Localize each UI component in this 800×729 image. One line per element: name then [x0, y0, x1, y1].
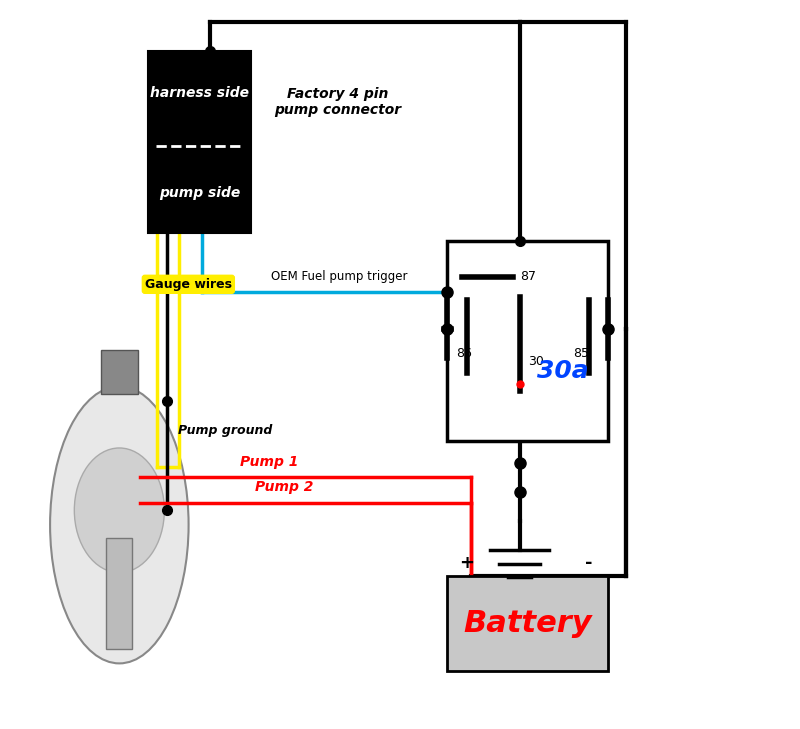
Bar	[106, 538, 133, 649]
Text: Pump 2: Pump 2	[254, 480, 313, 494]
Text: Pump 1: Pump 1	[240, 455, 298, 469]
Text: harness side: harness side	[150, 86, 249, 100]
Text: -: -	[585, 554, 592, 572]
Bar	[101, 350, 138, 394]
Ellipse shape	[74, 448, 164, 573]
Text: pump side: pump side	[159, 186, 240, 200]
Text: 30a: 30a	[537, 359, 589, 383]
Ellipse shape	[50, 386, 189, 663]
Text: 87: 87	[520, 270, 536, 283]
Text: OEM Fuel pump trigger: OEM Fuel pump trigger	[271, 270, 407, 283]
Text: 86: 86	[456, 347, 472, 360]
Bar	[447, 576, 608, 671]
Text: Factory 4 pin
pump connector: Factory 4 pin pump connector	[274, 87, 402, 117]
Text: Battery: Battery	[463, 609, 592, 638]
Text: +: +	[459, 554, 474, 572]
Text: 85: 85	[574, 347, 590, 360]
Text: Pump ground: Pump ground	[178, 424, 272, 437]
Text: Gauge wires: Gauge wires	[145, 278, 232, 291]
Text: 30: 30	[528, 355, 544, 368]
Bar	[447, 241, 608, 441]
Bar	[149, 51, 250, 233]
